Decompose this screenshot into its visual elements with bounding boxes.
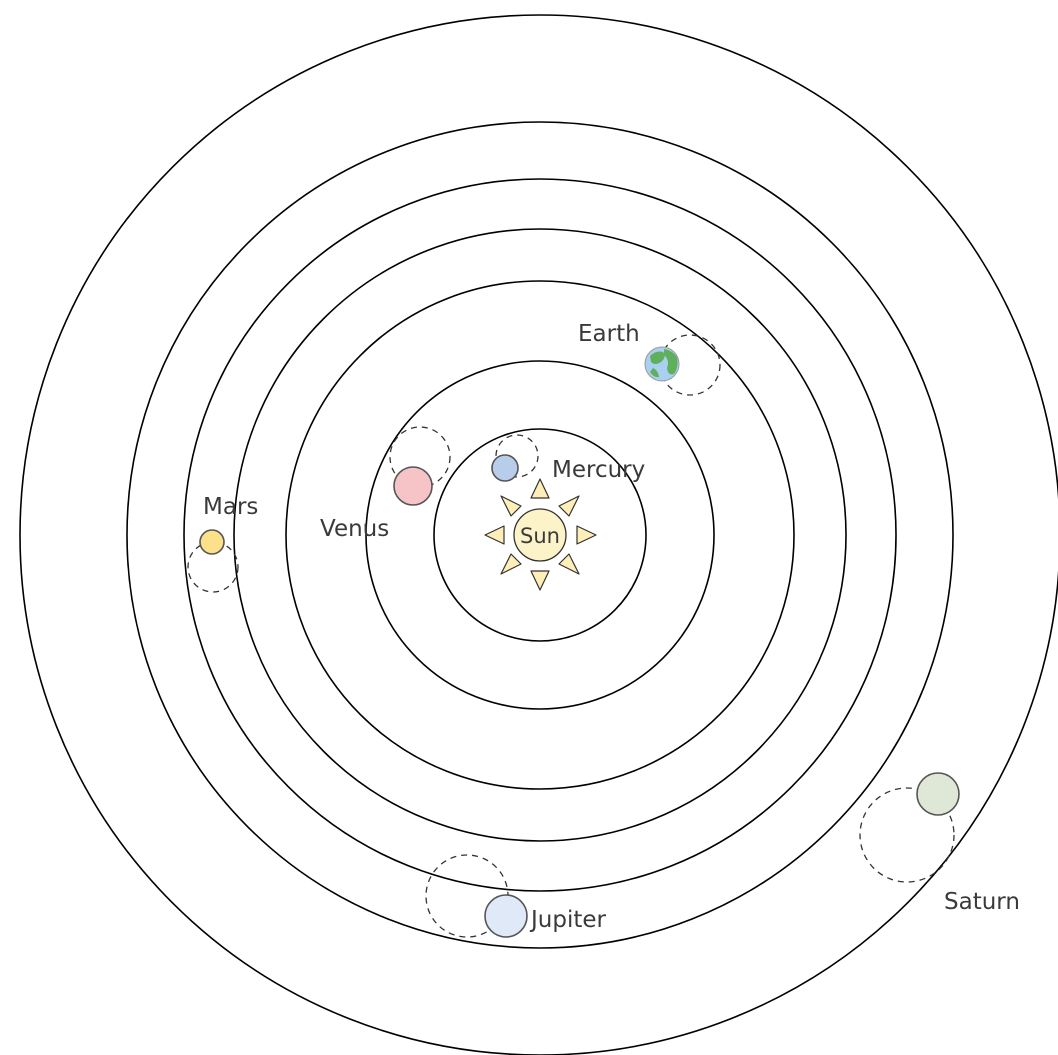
sun-ray (530, 478, 550, 499)
mercury-epicycle (495, 434, 539, 478)
earth-land (664, 349, 678, 375)
mercury-label: Mercury (552, 457, 645, 483)
sun-ray (500, 495, 522, 517)
earth-epicycle (659, 334, 721, 396)
sun-icon: Sun (484, 478, 597, 591)
saturn-planet (916, 772, 960, 816)
mars-epicycle (187, 541, 239, 593)
orbit-earth (285, 280, 795, 790)
earth-label: Earth (578, 321, 640, 347)
saturn-epicycle (859, 787, 955, 883)
earth: Earth (578, 321, 721, 396)
mercury-planet (491, 454, 519, 482)
saturn-label: Saturn (944, 889, 1020, 915)
orbit-mercury (433, 428, 647, 642)
sun-ray (558, 553, 580, 575)
orbit-jupiter (183, 178, 897, 892)
jupiter-label: Jupiter (529, 907, 607, 933)
earth-land (650, 368, 659, 378)
sun-ray (558, 495, 580, 517)
orbit-rings (19, 14, 1058, 1055)
sun-label: Sun (520, 524, 560, 548)
mars-label: Mars (203, 494, 258, 520)
sun-ray (530, 570, 550, 591)
earth-land (650, 351, 665, 364)
jupiter-planet (484, 894, 528, 938)
venus-label: Venus (320, 516, 389, 542)
globe-icon (644, 346, 680, 382)
mercury: Mercury (491, 434, 645, 483)
sun-ray (576, 525, 597, 545)
mars: Mars (187, 494, 258, 593)
orbit-saturn (126, 121, 954, 949)
orbit-outer (19, 14, 1058, 1055)
sun-ray (484, 525, 505, 545)
orbit-venus (365, 360, 715, 710)
venus: Venus (320, 426, 451, 542)
jupiter: Jupiter (425, 854, 607, 938)
mars-planet (199, 529, 225, 555)
saturn: Saturn (859, 772, 1020, 915)
orbit-mars (233, 228, 847, 842)
sun-ray (500, 553, 522, 575)
sun-disc (513, 508, 567, 562)
venus-planet (393, 466, 433, 506)
